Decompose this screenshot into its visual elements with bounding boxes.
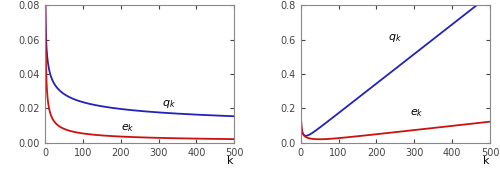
- Text: $q_k$: $q_k$: [162, 98, 176, 110]
- Text: $q_k$: $q_k$: [388, 31, 402, 44]
- Text: (b): (b): [282, 0, 300, 2]
- Text: $e_k$: $e_k$: [120, 122, 134, 134]
- Text: (a): (a): [22, 0, 40, 2]
- Text: $e_k$: $e_k$: [410, 107, 424, 119]
- Text: k: k: [228, 156, 234, 166]
- Text: k: k: [483, 156, 490, 166]
